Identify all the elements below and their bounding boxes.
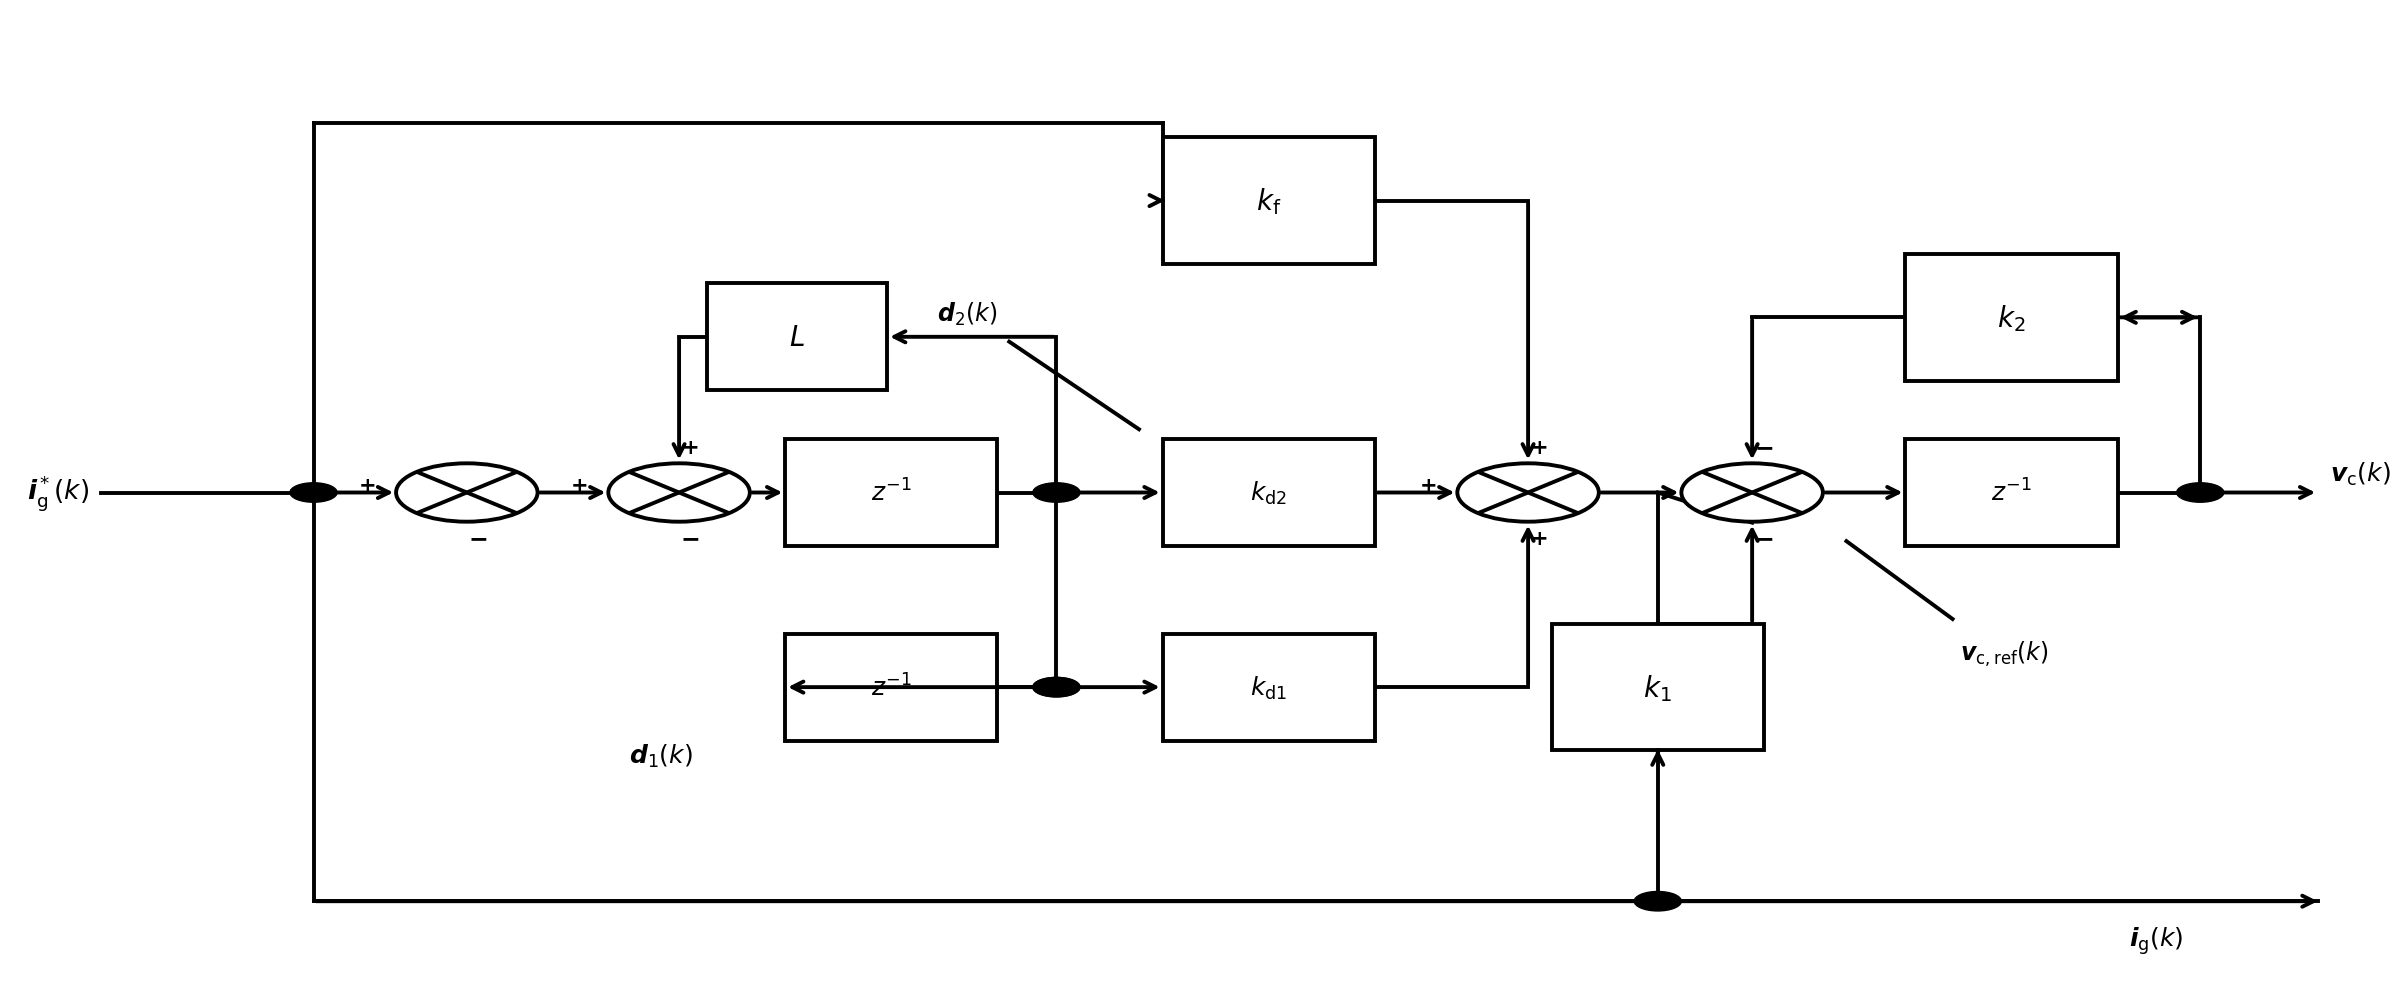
Text: −: − bbox=[1753, 436, 1775, 459]
Bar bbox=[1162, 138, 1376, 264]
Text: $\boldsymbol{v}_\mathrm{c,ref}(k)$: $\boldsymbol{v}_\mathrm{c,ref}(k)$ bbox=[1960, 639, 2049, 668]
Bar bbox=[1162, 634, 1376, 740]
Circle shape bbox=[1032, 677, 1080, 697]
Text: $k_\mathrm{f}$: $k_\mathrm{f}$ bbox=[1255, 186, 1282, 217]
Text: $\boldsymbol{d}_1(k)$: $\boldsymbol{d}_1(k)$ bbox=[630, 741, 693, 769]
Text: −: − bbox=[1753, 527, 1775, 550]
Bar bbox=[784, 634, 998, 740]
Circle shape bbox=[1032, 483, 1080, 503]
Text: $k_2$: $k_2$ bbox=[1996, 303, 2025, 333]
Text: +: + bbox=[1532, 438, 1549, 458]
Text: $k_\mathrm{d1}$: $k_\mathrm{d1}$ bbox=[1251, 673, 1287, 701]
Bar bbox=[1551, 624, 1763, 750]
Bar bbox=[1905, 440, 2119, 546]
Circle shape bbox=[1635, 891, 1681, 911]
Text: $z^{-1}$: $z^{-1}$ bbox=[871, 479, 911, 507]
Text: $\boldsymbol{v}_\mathrm{c}(k)$: $\boldsymbol{v}_\mathrm{c}(k)$ bbox=[2330, 460, 2391, 487]
Text: +: + bbox=[1532, 528, 1549, 548]
Circle shape bbox=[1032, 677, 1080, 697]
Text: +: + bbox=[1421, 475, 1438, 495]
Text: $z^{-1}$: $z^{-1}$ bbox=[1991, 479, 2032, 507]
Text: −: − bbox=[469, 527, 488, 550]
Circle shape bbox=[2177, 483, 2225, 503]
Circle shape bbox=[608, 463, 750, 523]
Circle shape bbox=[397, 463, 539, 523]
Text: +: + bbox=[572, 475, 589, 495]
Text: −: − bbox=[681, 527, 700, 550]
Circle shape bbox=[1457, 463, 1599, 523]
Text: +: + bbox=[358, 475, 378, 495]
Bar bbox=[784, 440, 998, 546]
Text: $z^{-1}$: $z^{-1}$ bbox=[871, 673, 911, 701]
Text: $k_1$: $k_1$ bbox=[1643, 672, 1671, 703]
Bar bbox=[707, 284, 887, 390]
Text: $\boldsymbol{i}_\mathrm{g}(k)$: $\boldsymbol{i}_\mathrm{g}(k)$ bbox=[2128, 924, 2184, 956]
Text: +: + bbox=[683, 438, 700, 458]
Text: $L$: $L$ bbox=[789, 323, 806, 351]
Bar bbox=[1905, 254, 2119, 382]
Text: $\boldsymbol{d}_2(k)$: $\boldsymbol{d}_2(k)$ bbox=[938, 301, 998, 327]
Text: $k_\mathrm{d2}$: $k_\mathrm{d2}$ bbox=[1251, 479, 1287, 507]
Circle shape bbox=[1681, 463, 1823, 523]
Text: $\boldsymbol{i}^*_\mathrm{g}(k)$: $\boldsymbol{i}^*_\mathrm{g}(k)$ bbox=[26, 473, 89, 513]
Bar bbox=[1162, 440, 1376, 546]
Circle shape bbox=[291, 483, 337, 503]
